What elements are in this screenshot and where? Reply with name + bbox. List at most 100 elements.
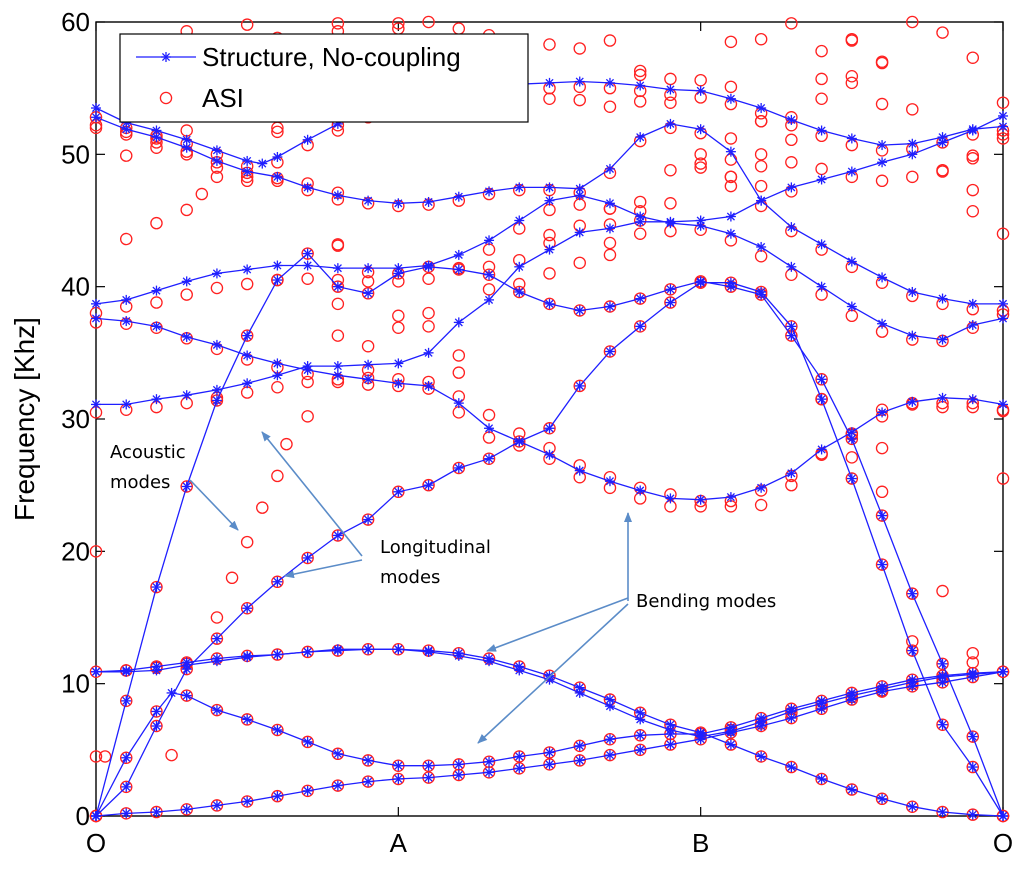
asi-point (543, 267, 556, 280)
asi-point (906, 587, 919, 600)
asi-point (301, 272, 314, 285)
asi-point (331, 329, 345, 342)
structure-point (725, 211, 736, 222)
legend: Structure, No-coupling ASI (119, 33, 529, 123)
structure-point (257, 158, 268, 169)
asi-point (664, 197, 677, 210)
structure-point (967, 320, 978, 331)
structure-point (211, 268, 222, 279)
structure-point (574, 687, 585, 698)
structure-point (151, 321, 162, 332)
asi-point (845, 76, 859, 90)
structure-point (725, 726, 736, 737)
asi-point (724, 170, 738, 184)
asi-point (301, 247, 314, 260)
structure-point (937, 719, 948, 730)
asi-point (815, 72, 828, 86)
y-tick-label: 0 (76, 801, 90, 831)
asi-point (966, 760, 980, 774)
structure-point (816, 773, 827, 784)
legend-label-structure: Structure, No-coupling (202, 42, 461, 72)
structure-point (242, 796, 253, 807)
asi-point (331, 17, 345, 30)
structure-point (453, 650, 464, 661)
structure-point (786, 706, 797, 717)
structure-point (604, 223, 615, 234)
asi-point (331, 238, 345, 251)
structure-point (604, 734, 615, 745)
structure-point (604, 301, 615, 312)
structure-point (393, 263, 404, 274)
structure-point (272, 724, 283, 735)
structure-point (363, 755, 374, 766)
structure-point (393, 773, 404, 784)
structure-point (242, 378, 253, 389)
structure-point (786, 762, 797, 773)
asi-point (754, 148, 768, 161)
structure-point (756, 241, 767, 252)
structure-point (423, 772, 434, 783)
structure-point (907, 396, 918, 407)
structure-point (846, 256, 857, 267)
asi-point (543, 203, 556, 217)
asi-point (633, 95, 647, 108)
asi-point (845, 472, 859, 485)
asi-point (240, 329, 254, 342)
asi-point (513, 285, 526, 299)
asi-point (694, 148, 707, 161)
structure-point (816, 698, 827, 709)
structure-point (574, 755, 585, 766)
asi-point (543, 746, 556, 759)
structure-point (725, 492, 736, 503)
structure-point (877, 510, 888, 521)
asi-point (875, 485, 889, 499)
asi-point (724, 179, 738, 193)
asi-point (906, 644, 919, 657)
structure-point (604, 77, 615, 88)
structure-point (332, 190, 343, 201)
asi-point (573, 754, 586, 767)
structure-point (937, 658, 948, 669)
structure-point (574, 305, 585, 316)
structure-point (151, 665, 162, 676)
asi-point (271, 575, 284, 589)
asi-point (694, 73, 707, 87)
asi-point (513, 750, 526, 763)
structure-point (877, 559, 888, 570)
asi-point (240, 277, 254, 291)
y-tick-label: 30 (61, 404, 90, 434)
structure-point (514, 261, 525, 272)
asi-point (89, 750, 103, 763)
asi-point (301, 784, 314, 798)
structure-point (786, 330, 797, 341)
asi-point (966, 204, 980, 218)
structure-point (302, 260, 313, 271)
asi-point (936, 584, 949, 598)
asi-point (785, 133, 798, 147)
asi-point (98, 750, 112, 763)
asi-point (754, 159, 768, 173)
asi-point (301, 375, 314, 389)
asi-point (361, 754, 375, 767)
arrow-bending-3 (477, 603, 629, 744)
y-tick-label: 60 (61, 7, 90, 37)
asi-point (603, 100, 617, 113)
y-axis-label: Frequency [Khz] (9, 317, 40, 521)
asi-point (119, 780, 133, 794)
structure-point (151, 394, 162, 405)
asi-point (875, 97, 889, 111)
asi-point (664, 163, 677, 177)
structure-point (967, 124, 978, 135)
asi-point (543, 422, 556, 435)
asi-point (361, 339, 375, 353)
asi-point (150, 580, 163, 594)
asi-point (633, 64, 647, 78)
structure-point (151, 285, 162, 296)
asi-point (271, 380, 284, 394)
structure-point (423, 260, 434, 271)
asi-point (754, 179, 768, 193)
structure-point (574, 227, 585, 238)
arrow-longitudinal-2 (284, 559, 363, 579)
structure-point (604, 701, 615, 712)
y-tick-label: 50 (61, 139, 90, 169)
